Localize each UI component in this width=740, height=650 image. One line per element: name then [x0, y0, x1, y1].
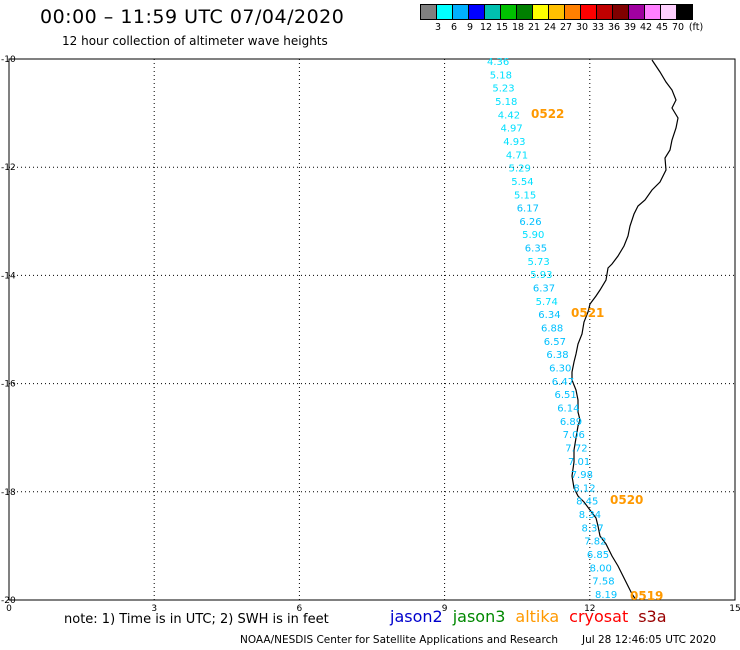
- wave-height-value: 5.15: [514, 190, 536, 201]
- satellite-legend: jason2 jason3 altika cryosat s3a: [390, 607, 677, 626]
- wave-height-value: 5.73: [528, 257, 550, 268]
- legend-label: 33: [591, 22, 605, 33]
- legend-label: 3: [434, 22, 442, 33]
- wave-height-value: 6.30: [549, 363, 571, 374]
- wave-height-value: 4.36: [487, 57, 509, 68]
- wave-height-value: 6.17: [517, 204, 539, 215]
- wave-height-value: 4.97: [501, 124, 523, 135]
- wave-height-value: 6.89: [560, 417, 582, 428]
- legend-label: 27: [559, 22, 573, 33]
- satellite-name: cryosat: [569, 607, 629, 626]
- wave-height-value: 6.37: [533, 284, 555, 295]
- wave-height-value: 4.42: [498, 110, 520, 121]
- y-tick-label: -10: [1, 55, 16, 65]
- wave-height-value: 4.93: [503, 137, 525, 148]
- y-tick-label: -16: [1, 380, 16, 390]
- legend-label: 39: [623, 22, 637, 33]
- pass-time-label: 0522: [531, 107, 564, 121]
- legend-label: 12: [479, 22, 493, 33]
- map-title: 00:00 – 11:59 UTC 07/04/2020: [40, 6, 345, 28]
- credit-text: NOAA/NESDIS Center for Satellite Applica…: [240, 634, 558, 646]
- wave-height-value: 6.88: [541, 324, 563, 335]
- coastline: [571, 59, 679, 601]
- color-scale-labels: 3 6 9 12 15 18 21 24 27 30 33 36 39 42 45 70 (ft): [421, 22, 740, 36]
- wave-height-value: 8.00: [590, 563, 612, 574]
- credit-line: NOAA/NESDIS Center for Satellite Applica…: [240, 634, 716, 646]
- pass-time-labels: 0522 0521 0520 0519: [531, 107, 663, 603]
- wave-height-value: 6.34: [538, 310, 560, 321]
- legend-label: (ft): [688, 22, 704, 33]
- wave-height-value: 7.58: [592, 577, 614, 588]
- wave-height-value: 4.71: [506, 150, 528, 161]
- wave-height-value: 8.12: [573, 483, 595, 494]
- legend-label: 30: [575, 22, 589, 33]
- x-tick-label: 3: [151, 604, 157, 614]
- legend-label: 24: [543, 22, 557, 33]
- wave-height-value: 7.72: [565, 443, 587, 454]
- generated-timestamp: Jul 28 12:46:05 UTC 2020: [582, 634, 717, 646]
- wave-height-value: 7.98: [571, 470, 593, 481]
- legend-swatch: [676, 4, 693, 20]
- pass-time-label: 0519: [630, 589, 663, 603]
- legend-label: 18: [511, 22, 525, 33]
- legend-label: 42: [639, 22, 653, 33]
- map-subtitle: 12 hour collection of altimeter wave hei…: [62, 34, 328, 48]
- wave-height-value: 8.45: [576, 497, 598, 508]
- wave-height-value: 6.35: [525, 244, 547, 255]
- y-tick-label: -18: [1, 488, 16, 498]
- x-tick-label: 15: [729, 604, 740, 614]
- wave-height-value: 6.26: [519, 217, 541, 228]
- color-scale-legend: [420, 4, 693, 20]
- pass-time-label: 0521: [571, 306, 604, 320]
- wave-height-value: 5.23: [492, 84, 514, 95]
- wave-height-value: 6.85: [587, 550, 609, 561]
- legend-label: 70: [671, 22, 685, 33]
- wave-height-value: 5.93: [530, 270, 552, 281]
- legend-label: 21: [527, 22, 541, 33]
- y-tick-label: -12: [1, 163, 16, 173]
- wave-height-value: 6.14: [557, 403, 579, 414]
- footer-note: note: 1) Time is in UTC; 2) SWH is in fe…: [64, 612, 329, 627]
- satellite-name: altika: [515, 607, 560, 626]
- wave-height-value: 5.54: [511, 177, 533, 188]
- satellite-name: s3a: [638, 607, 667, 626]
- x-tick-label: 6: [297, 604, 303, 614]
- wave-height-value: 5.18: [495, 97, 517, 108]
- wave-height-value: 6.47: [552, 377, 574, 388]
- wave-height-labels: 4.36 5.18 5.23 5.18 4.42 4.97 4.93 4.71 5.29 5.54…: [487, 57, 617, 601]
- x-tick-label: 12: [584, 604, 595, 614]
- wave-height-value: 5.90: [522, 230, 544, 241]
- wave-height-value: 5.74: [536, 297, 558, 308]
- wave-height-value: 6.51: [555, 390, 577, 401]
- wave-height-value: 7.82: [584, 537, 606, 548]
- map-grid: 0 3 6 9 12 15 -10 -12 -14 -16 -18 -20: [1, 55, 740, 614]
- y-tick-label: -14: [1, 271, 16, 281]
- wave-height-value: 8.19: [595, 590, 617, 601]
- pass-time-label: 0520: [610, 493, 643, 507]
- satellite-name: jason2: [390, 607, 443, 626]
- x-tick-label: 9: [442, 604, 448, 614]
- satellite-name: jason3: [452, 607, 506, 626]
- wave-height-value: 6.57: [544, 337, 566, 348]
- map-frame: [8, 58, 736, 601]
- legend-label: 15: [495, 22, 509, 33]
- wave-height-value: 8.37: [582, 523, 604, 534]
- wave-height-value: 5.18: [490, 70, 512, 81]
- wave-height-value: 6.38: [546, 350, 568, 361]
- wave-height-value: 7.06: [563, 430, 585, 441]
- y-tick-label: -20: [1, 596, 16, 606]
- wave-height-value: 8.34: [579, 510, 601, 521]
- x-tick-label: 0: [6, 604, 12, 614]
- wave-height-value: 5.29: [509, 164, 531, 175]
- legend-label: 9: [466, 22, 474, 33]
- legend-label: 45: [655, 22, 669, 33]
- wave-height-value: 7.01: [568, 457, 590, 468]
- legend-label: 36: [607, 22, 621, 33]
- legend-label: 6: [450, 22, 458, 33]
